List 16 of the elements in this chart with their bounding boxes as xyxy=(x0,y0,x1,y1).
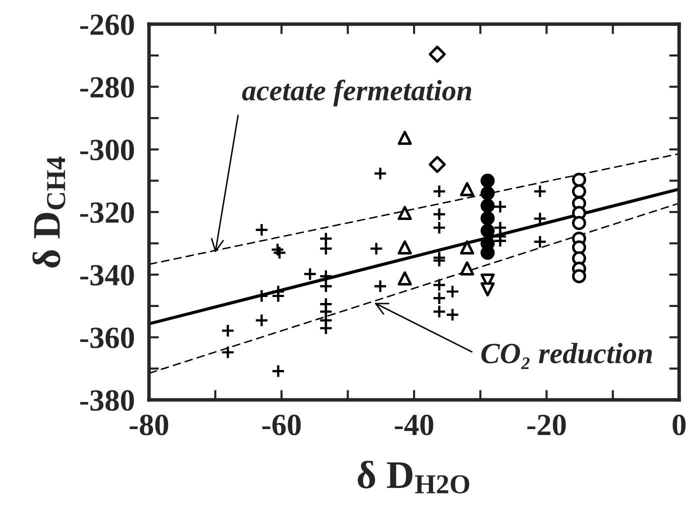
y-tick-label: -380 xyxy=(80,390,134,411)
annotation: acetate fermetation xyxy=(242,80,472,106)
x-tick-label: -80 xyxy=(130,414,168,436)
y-tick-label: -300 xyxy=(80,140,134,160)
y-tick-label: -340 xyxy=(80,264,134,286)
x-tick-label: -60 xyxy=(262,414,301,436)
annotation: CO₂ reduction xyxy=(481,342,652,370)
y-tick-label: -320 xyxy=(80,202,134,223)
y-tick-label: -260 xyxy=(80,14,134,36)
x-tick-label: -20 xyxy=(527,414,566,436)
y-tick-label: -280 xyxy=(80,77,134,98)
x-axis-title: δ D$_{H2O}$ xyxy=(358,460,470,494)
y-tick-label: -360 xyxy=(80,328,134,348)
y-axis-title: δ D$_{CH4}$ xyxy=(32,156,66,268)
x-tick-label: -40 xyxy=(394,414,434,436)
x-tick-label: 0 xyxy=(672,414,686,436)
